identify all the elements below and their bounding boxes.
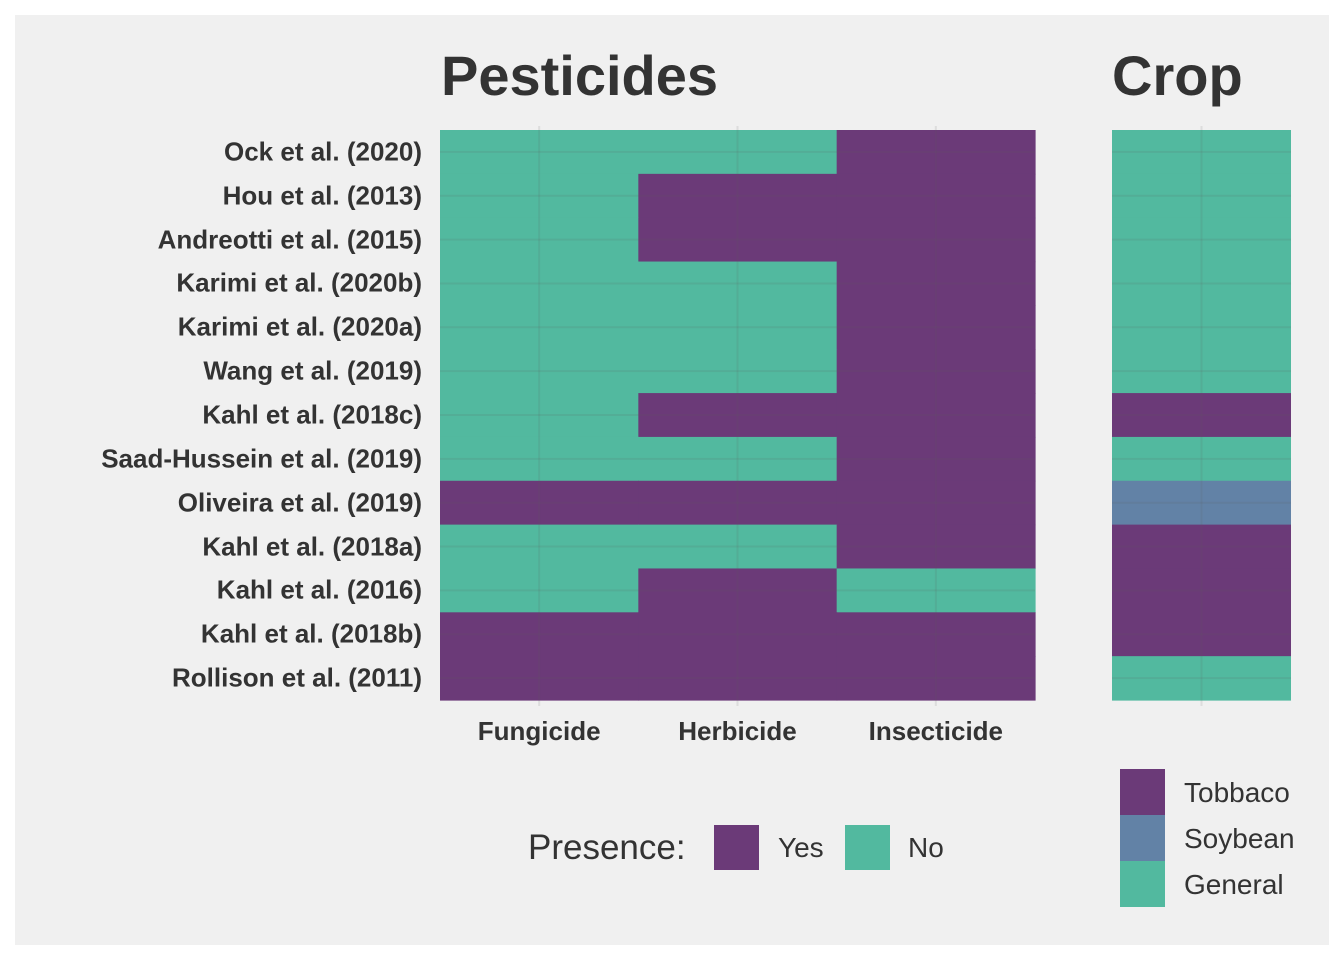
cell-karimi-et-al-2020a-insecticide [836, 305, 1036, 350]
legend-swatch-yes [714, 825, 759, 870]
cell-hou-et-al-2013-herbicide [638, 173, 838, 219]
cell-hou-et-al-2013-fungicide [440, 173, 639, 219]
row-label-kahl-et-al-2018a: Kahl et al. (2018a) [202, 531, 422, 562]
legend-label-general: General [1184, 869, 1284, 900]
cell-kahl-et-al-2018b-fungicide [440, 612, 639, 657]
row-label-kahl-et-al-2018b: Kahl et al. (2018b) [200, 618, 422, 649]
crop-cell-wang-et-al-2019 [1112, 349, 1291, 394]
cell-oliveira-et-al-2019-insecticide [836, 480, 1036, 526]
crop-cell-oliveira-et-al-2019 [1112, 480, 1291, 526]
crop-title: Crop [1112, 44, 1243, 107]
legend-label-yes: Yes [778, 832, 824, 863]
crop-cell-andreotti-et-al-2015 [1112, 217, 1291, 263]
row-label-karimi-et-al-2020b: Karimi et al. (2020b) [176, 267, 422, 298]
cell-kahl-et-al-2018a-fungicide [440, 524, 639, 570]
row-label-oliveira-et-al-2019: Oliveira et al. (2019) [177, 487, 422, 518]
cell-karimi-et-al-2020b-herbicide [638, 261, 838, 306]
cell-hou-et-al-2013-insecticide [836, 173, 1036, 219]
pesticides-title: Pesticides [441, 44, 719, 107]
crop-cell-rollison-et-al-2011 [1112, 656, 1291, 701]
row-label-hou-et-al-2013: Hou et al. (2013) [222, 180, 422, 211]
crop-cell-ock-et-al-2020 [1112, 130, 1291, 175]
row-label-karimi-et-al-2020a: Karimi et al. (2020a) [177, 311, 422, 342]
crop-cell-karimi-et-al-2020a [1112, 305, 1291, 350]
row-label-kahl-et-al-2016: Kahl et al. (2016) [216, 574, 422, 605]
legend-swatch-general [1120, 861, 1165, 907]
row-label-saad-hussein-et-al-2019: Saad-Hussein et al. (2019) [101, 443, 422, 474]
row-label-ock-et-al-2020: Ock et al. (2020) [224, 136, 422, 167]
crop-cell-kahl-et-al-2018c [1112, 393, 1291, 438]
column-label-insecticide: Insecticide [868, 716, 1004, 746]
crop-cell-kahl-et-al-2018a [1112, 524, 1291, 570]
column-label-herbicide: Herbicide [678, 716, 797, 746]
cell-andreotti-et-al-2015-insecticide [836, 217, 1036, 263]
cell-oliveira-et-al-2019-fungicide [440, 480, 639, 526]
row-label-wang-et-al-2019: Wang et al. (2019) [203, 355, 422, 386]
column-label-fungicide: Fungicide [477, 716, 601, 746]
cell-rollison-et-al-2011-fungicide [440, 656, 639, 701]
cell-karimi-et-al-2020b-fungicide [440, 261, 639, 306]
cell-saad-hussein-et-al-2019-fungicide [440, 436, 639, 482]
cell-karimi-et-al-2020b-insecticide [836, 261, 1036, 306]
cell-kahl-et-al-2018b-herbicide [638, 612, 838, 657]
cell-kahl-et-al-2016-herbicide [638, 568, 838, 613]
crop-heatmap [1112, 126, 1291, 706]
cell-wang-et-al-2019-insecticide [836, 349, 1036, 394]
cell-ock-et-al-2020-herbicide [638, 130, 838, 175]
cell-kahl-et-al-2018c-herbicide [638, 393, 838, 438]
row-label-andreotti-et-al-2015: Andreotti et al. (2015) [157, 224, 422, 255]
legend-swatch-tobbaco [1120, 769, 1165, 815]
legend-label-no: No [908, 832, 944, 863]
cell-kahl-et-al-2018c-insecticide [836, 393, 1036, 438]
legend-swatch-no [845, 825, 890, 870]
cell-kahl-et-al-2016-fungicide [440, 568, 639, 613]
cell-ock-et-al-2020-fungicide [440, 130, 639, 175]
crop-cell-hou-et-al-2013 [1112, 173, 1291, 219]
cell-kahl-et-al-2018a-insecticide [836, 524, 1036, 570]
cell-andreotti-et-al-2015-herbicide [638, 217, 838, 263]
crop-cell-saad-hussein-et-al-2019 [1112, 436, 1291, 482]
cell-karimi-et-al-2020a-herbicide [638, 305, 838, 350]
cell-kahl-et-al-2018b-insecticide [836, 612, 1036, 657]
row-label-rollison-et-al-2011: Rollison et al. (2011) [172, 662, 422, 693]
row-label-kahl-et-al-2018c: Kahl et al. (2018c) [202, 399, 422, 430]
cell-kahl-et-al-2018c-fungicide [440, 393, 639, 438]
crop-cell-kahl-et-al-2016 [1112, 568, 1291, 613]
legend-swatch-soybean [1120, 815, 1165, 861]
cell-wang-et-al-2019-fungicide [440, 349, 639, 394]
cell-rollison-et-al-2011-herbicide [638, 656, 838, 701]
legend-label-soybean: Soybean [1184, 823, 1295, 854]
presence-legend-title: Presence: [528, 828, 686, 867]
cell-saad-hussein-et-al-2019-insecticide [836, 436, 1036, 482]
crop-cell-kahl-et-al-2018b [1112, 612, 1291, 657]
cell-rollison-et-al-2011-insecticide [836, 656, 1036, 701]
legend-label-tobbaco: Tobbaco [1184, 777, 1290, 808]
cell-karimi-et-al-2020a-fungicide [440, 305, 639, 350]
cell-andreotti-et-al-2015-fungicide [440, 217, 639, 263]
crop-cell-karimi-et-al-2020b [1112, 261, 1291, 306]
cell-saad-hussein-et-al-2019-herbicide [638, 436, 838, 482]
cell-oliveira-et-al-2019-herbicide [638, 480, 838, 526]
cell-wang-et-al-2019-herbicide [638, 349, 838, 394]
cell-kahl-et-al-2018a-herbicide [638, 524, 838, 570]
pesticides-heatmap [440, 126, 1036, 706]
cell-kahl-et-al-2016-insecticide [836, 568, 1036, 613]
cell-ock-et-al-2020-insecticide [836, 130, 1036, 175]
